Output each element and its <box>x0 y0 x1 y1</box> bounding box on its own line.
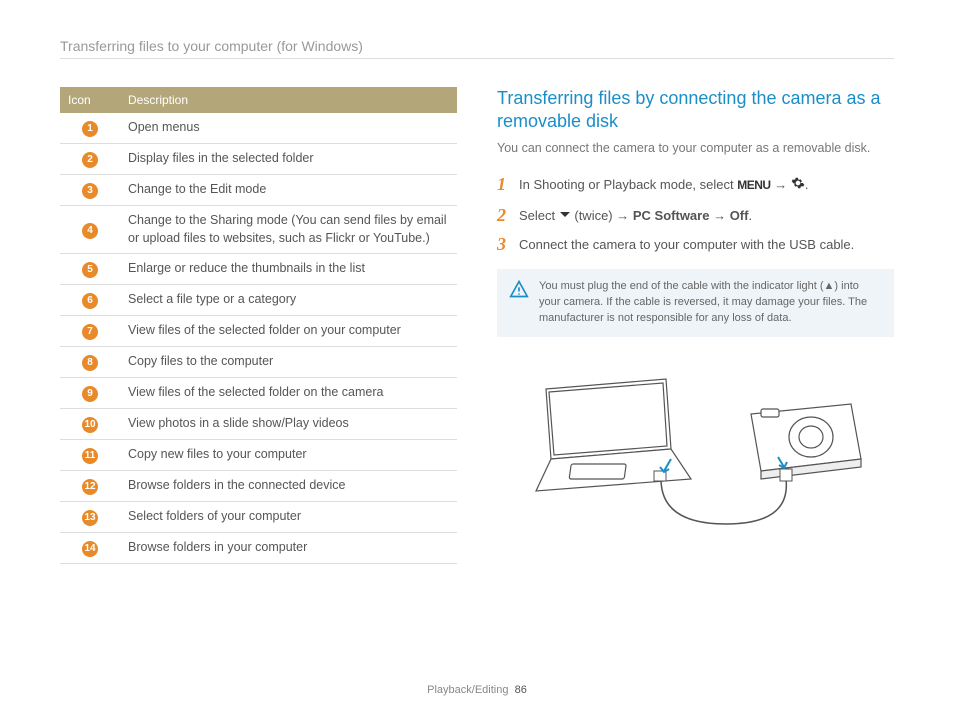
step-2: 2 Select (twice) → PC Software → Off. <box>497 206 894 226</box>
content-columns: Icon Description 1 Open menus 2 Display fil… <box>60 87 894 564</box>
page-footer: Playback/Editing 86 <box>0 684 954 696</box>
icon-cell: 12 <box>60 471 120 502</box>
table-row: 3 Change to the Edit mode <box>60 175 457 206</box>
warning-callout: You must plug the end of the cable with … <box>497 269 894 337</box>
warning-icon <box>509 279 529 302</box>
desc-cell: Copy new files to your computer <box>120 440 457 471</box>
menu-icon: MENU <box>737 178 770 192</box>
number-badge: 10 <box>82 417 98 433</box>
icon-cell: 3 <box>60 175 120 206</box>
page-header: Transferring files to your computer (for… <box>60 38 894 59</box>
icon-cell: 7 <box>60 316 120 347</box>
page-number: 86 <box>515 684 527 696</box>
footer-section: Playback/Editing <box>427 684 508 696</box>
col-header-desc: Description <box>120 87 457 113</box>
number-badge: 9 <box>82 386 98 402</box>
off-label: Off <box>730 208 749 223</box>
step-number: 3 <box>497 235 511 255</box>
arrow: → <box>771 177 791 192</box>
gear-icon <box>791 176 805 196</box>
table-row: 6 Select a file type or a category <box>60 285 457 316</box>
icon-cell: 5 <box>60 254 120 285</box>
step-text: Connect the camera to your computer with… <box>519 235 894 255</box>
number-badge: 6 <box>82 293 98 309</box>
icon-cell: 13 <box>60 502 120 533</box>
number-badge: 13 <box>82 510 98 526</box>
col-header-icon: Icon <box>60 87 120 113</box>
icon-cell: 10 <box>60 409 120 440</box>
icon-cell: 4 <box>60 206 120 254</box>
desc-cell: Browse folders in the connected device <box>120 471 457 502</box>
number-badge: 11 <box>82 448 98 464</box>
period: . <box>748 208 752 223</box>
icon-cell: 11 <box>60 440 120 471</box>
table-row: 1 Open menus <box>60 113 457 144</box>
number-badge: 3 <box>82 183 98 199</box>
desc-cell: Change to the Edit mode <box>120 175 457 206</box>
icon-cell: 14 <box>60 533 120 564</box>
desc-cell: View files of the selected folder on you… <box>120 316 457 347</box>
step-3: 3 Connect the camera to your computer wi… <box>497 235 894 255</box>
step-number: 2 <box>497 206 511 226</box>
desc-cell: View photos in a slide show/Play videos <box>120 409 457 440</box>
chevron-down-icon <box>559 208 571 223</box>
number-badge: 14 <box>82 541 98 557</box>
connection-illustration <box>497 359 894 542</box>
pc-software-label: PC Software <box>633 208 710 223</box>
desc-cell: Open menus <box>120 113 457 144</box>
number-badge: 4 <box>82 223 98 239</box>
icon-cell: 9 <box>60 378 120 409</box>
table-row: 5 Enlarge or reduce the thumbnails in the… <box>60 254 457 285</box>
step-text: Select (twice) → PC Software → Off. <box>519 206 894 226</box>
step-text: In Shooting or Playback mode, select MEN… <box>519 175 894 195</box>
number-badge: 8 <box>82 355 98 371</box>
warning-text: You must plug the end of the cable with … <box>539 279 880 327</box>
section-subtext: You can connect the camera to your compu… <box>497 140 894 158</box>
desc-cell: Enlarge or reduce the thumbnails in the … <box>120 254 457 285</box>
desc-cell: Browse folders in your computer <box>120 533 457 564</box>
desc-cell: Select a file type or a category <box>120 285 457 316</box>
table-row: 8 Copy files to the computer <box>60 347 457 378</box>
right-column: Transferring files by connecting the cam… <box>497 87 894 564</box>
table-row: 9 View files of the selected folder on th… <box>60 378 457 409</box>
number-badge: 5 <box>82 262 98 278</box>
icon-cell: 6 <box>60 285 120 316</box>
icon-description-table: Icon Description 1 Open menus 2 Display fil… <box>60 87 457 564</box>
period: . <box>805 177 809 192</box>
desc-cell: Display files in the selected folder <box>120 144 457 175</box>
arrow: → <box>709 208 729 223</box>
step2-text-b: (twice) → <box>571 208 633 223</box>
table-row: 12 Browse folders in the connected device <box>60 471 457 502</box>
step1-text-a: In Shooting or Playback mode, select <box>519 177 737 192</box>
desc-cell: Change to the Sharing mode (You can send… <box>120 206 457 254</box>
table-row: 10 View photos in a slide show/Play video… <box>60 409 457 440</box>
icon-cell: 1 <box>60 113 120 144</box>
table-row: 2 Display files in the selected folder <box>60 144 457 175</box>
table-row: 11 Copy new files to your computer <box>60 440 457 471</box>
number-badge: 7 <box>82 324 98 340</box>
number-badge: 12 <box>82 479 98 495</box>
section-heading: Transferring files by connecting the cam… <box>497 87 894 134</box>
desc-cell: Select folders of your computer <box>120 502 457 533</box>
icon-cell: 2 <box>60 144 120 175</box>
step-number: 1 <box>497 175 511 195</box>
number-badge: 2 <box>82 152 98 168</box>
left-column: Icon Description 1 Open menus 2 Display fil… <box>60 87 457 564</box>
desc-cell: View files of the selected folder on the… <box>120 378 457 409</box>
icon-cell: 8 <box>60 347 120 378</box>
table-row: 13 Select folders of your computer <box>60 502 457 533</box>
desc-cell: Copy files to the computer <box>120 347 457 378</box>
table-row: 7 View files of the selected folder on yo… <box>60 316 457 347</box>
number-badge: 1 <box>82 121 98 137</box>
table-row: 4 Change to the Sharing mode (You can sen… <box>60 206 457 254</box>
step-1: 1 In Shooting or Playback mode, select M… <box>497 175 894 195</box>
table-row: 14 Browse folders in your computer <box>60 533 457 564</box>
step2-text-a: Select <box>519 208 559 223</box>
